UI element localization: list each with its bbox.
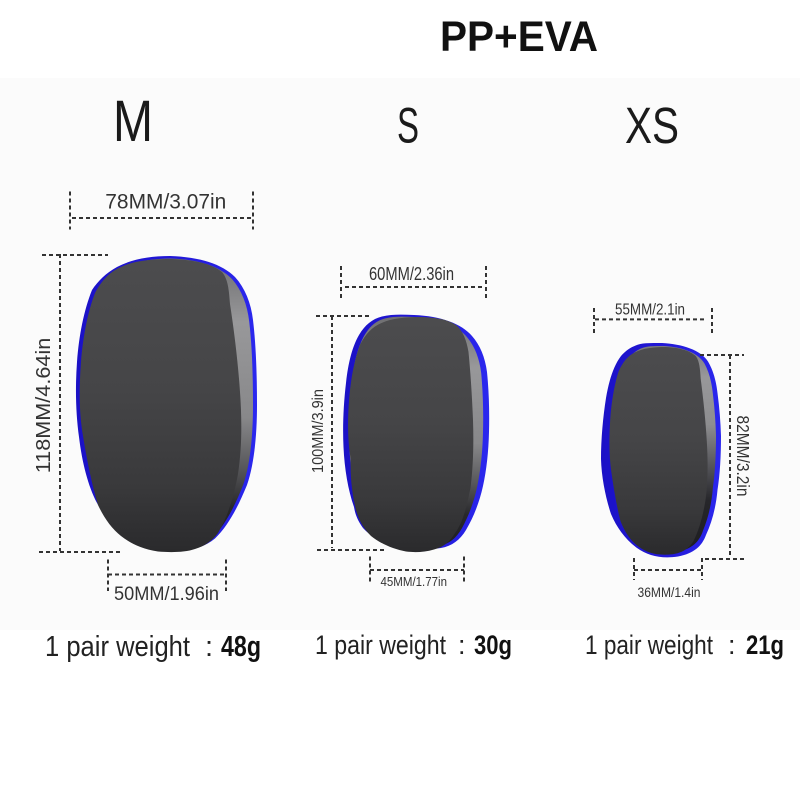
- svg-text:48g: 48g: [221, 631, 261, 663]
- svg-text:30g: 30g: [474, 630, 512, 660]
- svg-text:36MM/1.4in: 36MM/1.4in: [638, 584, 701, 600]
- svg-text:82MM/3.2in: 82MM/3.2in: [733, 416, 753, 497]
- svg-text:100MM/3.9in: 100MM/3.9in: [310, 389, 327, 473]
- svg-text::: :: [728, 630, 736, 660]
- svg-text::: :: [458, 630, 466, 660]
- svg-text:PP+EVA: PP+EVA: [440, 13, 598, 61]
- svg-text:55MM/2.1in: 55MM/2.1in: [615, 302, 685, 319]
- svg-text:1 pair weight: 1 pair weight: [315, 630, 446, 660]
- svg-text:21g: 21g: [746, 630, 784, 660]
- svg-text::: :: [205, 631, 213, 663]
- svg-text:78MM/3.07in: 78MM/3.07in: [105, 191, 226, 214]
- svg-text:M: M: [113, 89, 153, 154]
- svg-text:XS: XS: [625, 97, 679, 154]
- svg-text:60MM/2.36in: 60MM/2.36in: [369, 264, 454, 284]
- svg-text:1 pair weight: 1 pair weight: [45, 631, 190, 663]
- svg-text:118MM/4.64in: 118MM/4.64in: [33, 338, 55, 474]
- svg-text:50MM/1.96in: 50MM/1.96in: [114, 583, 219, 605]
- svg-text:S: S: [397, 98, 419, 154]
- svg-text:1 pair weight: 1 pair weight: [585, 630, 713, 660]
- svg-text:45MM/1.77in: 45MM/1.77in: [381, 575, 448, 589]
